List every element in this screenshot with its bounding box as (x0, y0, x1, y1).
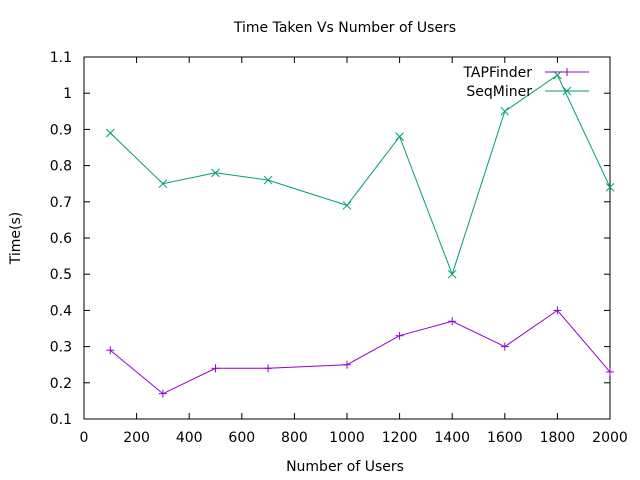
y-tick-label: 1.1 (50, 50, 72, 66)
marker-stroke (211, 168, 220, 178)
y-tick-label: 0.2 (50, 376, 72, 392)
marker-stroke (500, 106, 510, 116)
x-tick-label: 600 (228, 430, 255, 446)
x-tick-label: 2000 (592, 430, 628, 446)
legend-label-tapfinder: TAPFinder (462, 65, 532, 81)
data-point-tapfinder (395, 331, 404, 340)
data-point-seqminer (211, 168, 220, 178)
legend-marker-tapfinder (563, 68, 571, 76)
x-tick-label: 400 (176, 430, 203, 446)
marker-stroke (562, 86, 572, 96)
plot-area: 0 200 400 600 800 1000 1200 1400 1600 1800 2000 0.1… (50, 50, 628, 446)
y-tick-label: 0.8 (50, 159, 72, 175)
y-tick-label: 0.1 (50, 412, 72, 428)
marker-stroke (342, 201, 352, 210)
data-point-tapfinder (343, 360, 351, 369)
marker-stroke (158, 179, 168, 189)
data-point-tapfinder (553, 306, 562, 315)
y-tick-label: 1 (63, 86, 72, 102)
data-point-seqminer (342, 201, 352, 210)
data-point-seqminer (105, 128, 115, 138)
data-point-tapfinder (211, 364, 220, 373)
marker-stroke (395, 132, 404, 141)
data-point-seqminer (447, 269, 457, 279)
y-axis-label: Time(s) (8, 212, 24, 265)
series-line-seqminer (109, 74, 611, 276)
data-point-seqminer (395, 132, 404, 141)
y-tick-label: 0.3 (50, 340, 72, 356)
marker-stroke (105, 128, 115, 138)
x-tick-label: 800 (281, 430, 308, 446)
x-axis-label: Number of Users (286, 459, 404, 475)
data-point-tapfinder (606, 367, 614, 376)
data-point-seqminer (263, 175, 273, 185)
legend-label-seqminer: SeqMiner (466, 84, 532, 100)
data-point-tapfinder (106, 346, 115, 355)
data-point-tapfinder (158, 389, 167, 398)
legend-marker-seqminer (562, 86, 572, 96)
y-tick-label: 0.9 (50, 122, 72, 138)
x-tick-label: 0 (80, 430, 89, 446)
marker-stroke (263, 175, 273, 185)
x-tick-label: 1800 (540, 430, 576, 446)
data-point-tapfinder (500, 342, 509, 351)
x-tick-label: 1000 (329, 430, 365, 446)
series-line-tapfinder (109, 309, 611, 395)
x-tick-label: 1200 (382, 430, 418, 446)
y-tick-label: 0.7 (50, 195, 72, 211)
marker-stroke (553, 70, 562, 80)
x-tick-label: 200 (123, 430, 150, 446)
data-point-seqminer (158, 179, 168, 189)
chart-title: Time Taken Vs Number of Users (233, 20, 456, 36)
data-point-tapfinder (448, 317, 457, 326)
data-point-tapfinder (264, 364, 273, 373)
y-tick-label: 0.5 (50, 267, 72, 283)
marker-stroke (605, 182, 615, 192)
data-point-seqminer (605, 182, 615, 192)
marker-stroke (447, 269, 457, 279)
data-point-seqminer (553, 70, 562, 80)
y-tick-label: 0.4 (50, 303, 72, 319)
x-tick-label: 1400 (434, 430, 470, 446)
x-tick-label: 1600 (487, 430, 523, 446)
data-point-seqminer (500, 106, 510, 116)
y-tick-label: 0.6 (50, 231, 72, 247)
